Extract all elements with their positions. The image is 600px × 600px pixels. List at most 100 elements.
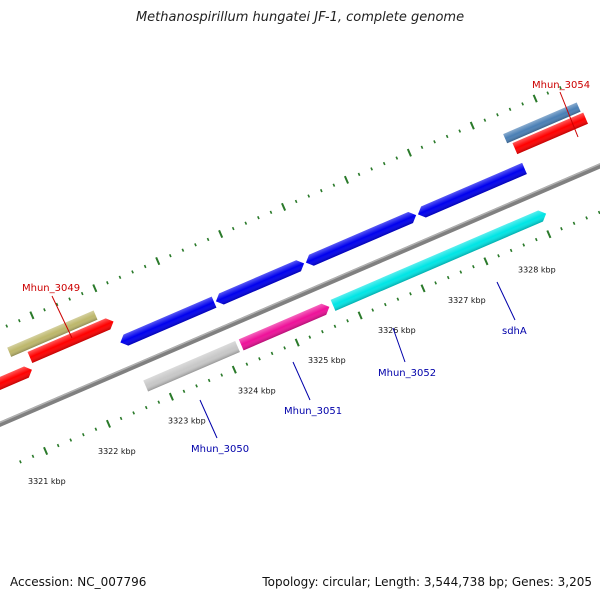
inner-tick — [534, 237, 538, 242]
outer-tick — [395, 156, 399, 160]
outer-tick-ruler — [5, 85, 562, 328]
outer-tick — [269, 210, 273, 215]
inner-tick — [546, 230, 552, 239]
outer-tick — [55, 302, 59, 307]
outer-tick — [433, 140, 436, 144]
inner-tick — [231, 365, 237, 374]
outer-tick — [357, 172, 361, 177]
inner-tick — [371, 308, 375, 312]
inner-tick — [245, 362, 249, 366]
feature-f-blue-4[interactable] — [416, 162, 527, 220]
outer-tick — [532, 94, 538, 103]
outer-tick — [559, 85, 562, 90]
gene-label-mhun3054[interactable]: Mhun_3054 — [532, 80, 590, 91]
gene-label-sdha[interactable]: sdhA — [502, 326, 527, 337]
outer-tick — [244, 221, 248, 225]
kbp-label: 3327 kbp — [448, 296, 486, 305]
inner-tick — [560, 227, 563, 231]
outer-tick — [29, 311, 35, 320]
kbp-label: 3322 kbp — [98, 447, 136, 456]
genome-summary-text: Topology: circular; Length: 3,544,738 bp… — [262, 575, 592, 589]
outer-tick — [307, 194, 311, 198]
feature-f-red-3[interactable] — [27, 316, 116, 363]
outer-tick — [458, 129, 462, 133]
feature-f-gray[interactable] — [143, 340, 240, 392]
inner-tick — [119, 416, 123, 421]
feature-f-blue-3[interactable] — [304, 210, 419, 268]
inner-tick — [308, 335, 312, 339]
outer-tick — [496, 113, 499, 117]
inner-tick — [94, 427, 98, 431]
outer-tick — [181, 248, 185, 252]
inner-tick — [333, 324, 337, 328]
outer-tick — [80, 291, 84, 296]
inner-tick — [434, 281, 437, 285]
accession-text: Accession: NC_007796 — [10, 575, 147, 589]
outer-tick — [420, 145, 424, 149]
inner-tick — [105, 419, 111, 428]
feature-f-red-4[interactable] — [512, 112, 588, 155]
inner-tick — [321, 330, 324, 334]
outer-tick — [143, 264, 147, 269]
callout-mhun3054 — [559, 91, 579, 138]
inner-tick — [346, 319, 349, 323]
outer-tick — [155, 257, 161, 266]
inner-tick — [69, 438, 73, 442]
outer-tick — [281, 202, 287, 211]
feature-f-blue-1[interactable] — [118, 296, 217, 348]
inner-tick — [446, 275, 450, 280]
outer-tick — [469, 121, 475, 130]
outer-tick — [508, 107, 512, 112]
inner-tick — [56, 443, 60, 448]
outer-tick — [257, 216, 260, 220]
kbp-label: 3321 kbp — [28, 477, 66, 486]
outer-tick — [131, 270, 134, 274]
feature-f-cyan[interactable] — [330, 208, 549, 311]
inner-tick — [396, 297, 400, 301]
inner-tick — [207, 378, 211, 383]
inner-tick — [459, 270, 463, 274]
outer-tick — [5, 324, 9, 328]
inner-tick — [585, 216, 588, 220]
gene-label-mhun3051[interactable]: Mhun_3051 — [284, 406, 342, 417]
feature-f-steel[interactable] — [503, 102, 581, 144]
kbp-label: 3323 kbp — [168, 417, 206, 426]
outer-tick — [382, 161, 386, 166]
gene-label-mhun3052[interactable]: Mhun_3052 — [378, 368, 436, 379]
inner-tick — [19, 460, 22, 464]
inner-tick — [220, 373, 224, 377]
outer-tick — [218, 229, 224, 239]
inner-tick — [195, 384, 198, 388]
outer-tick — [521, 102, 524, 106]
inner-tick — [144, 405, 148, 410]
kbp-label: 3325 kbp — [308, 356, 346, 365]
inner-tick — [81, 432, 85, 437]
gene-label-mhun3050[interactable]: Mhun_3050 — [191, 444, 249, 455]
inner-tick — [132, 411, 135, 415]
outer-tick — [445, 134, 449, 139]
inner-tick — [43, 446, 49, 455]
outer-tick — [370, 167, 373, 171]
callout-sdha — [496, 281, 516, 321]
kbp-labels: 3321 kbp 3322 kbp 3323 kbp 3324 kbp 3325 kbp… — [28, 266, 556, 486]
inner-tick — [383, 302, 387, 307]
outer-tick — [319, 188, 323, 193]
gene-label-mhun3049[interactable]: Mhun_3049 — [22, 283, 80, 294]
feature-f-olive[interactable] — [7, 310, 98, 357]
kbp-label: 3328 kbp — [518, 266, 556, 275]
inner-tick — [357, 311, 363, 320]
feature-f-magenta[interactable] — [238, 301, 332, 351]
outer-tick — [43, 308, 46, 312]
inner-tick — [294, 338, 300, 347]
inner-tick — [572, 221, 576, 226]
outer-tick — [483, 118, 487, 122]
outer-tick — [231, 226, 235, 231]
callout-mhun3051 — [292, 361, 311, 401]
callout-mhun3052 — [392, 327, 406, 363]
feature-f-red-2[interactable] — [0, 364, 34, 392]
inner-tick — [182, 389, 186, 394]
feature-f-blue-2[interactable] — [214, 258, 307, 307]
outer-tick — [92, 284, 98, 293]
inner-tick — [483, 257, 489, 266]
